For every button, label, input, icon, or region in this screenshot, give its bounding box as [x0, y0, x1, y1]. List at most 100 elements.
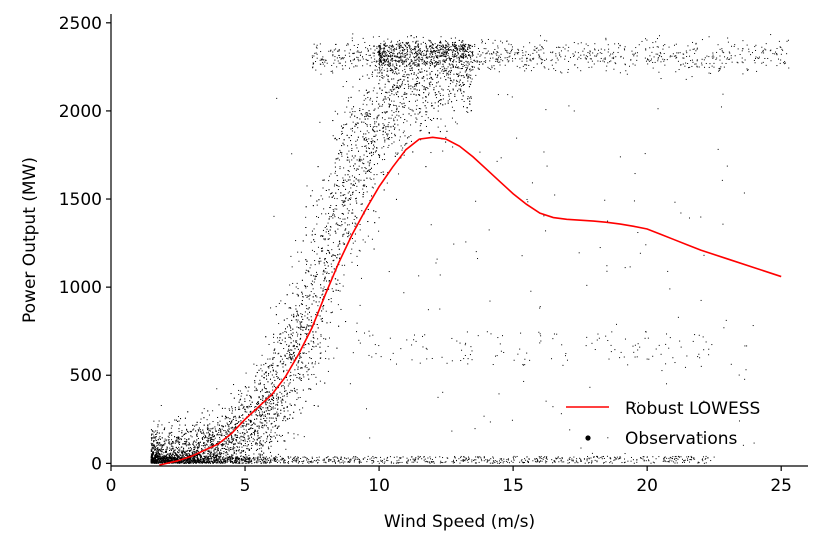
- observation-point: [254, 430, 256, 432]
- observation-point: [193, 452, 195, 454]
- observation-point: [366, 113, 368, 115]
- observation-point: [290, 359, 292, 361]
- observation-point: [317, 327, 319, 329]
- observation-point: [197, 442, 199, 444]
- observation-point: [256, 448, 258, 450]
- observation-point: [311, 321, 313, 323]
- observation-point: [351, 238, 353, 240]
- observation-point: [221, 458, 223, 460]
- observation-point: [409, 65, 411, 67]
- observation-point: [344, 204, 346, 206]
- observation-point: [161, 459, 163, 461]
- observation-point: [373, 109, 375, 111]
- observation-point: [242, 431, 244, 433]
- observation-point: [359, 78, 361, 80]
- observation-point: [210, 444, 212, 446]
- observation-point: [465, 53, 467, 55]
- observation-point: [178, 430, 180, 432]
- observation-point: [297, 288, 299, 290]
- observation-point: [391, 44, 393, 46]
- observation-point: [250, 442, 252, 444]
- observation-point: [283, 348, 285, 350]
- observation-point: [283, 382, 285, 384]
- observation-point: [403, 79, 405, 81]
- observation-point: [328, 358, 330, 360]
- observation-point: [214, 426, 216, 428]
- observation-point: [177, 454, 179, 456]
- observation-point: [296, 340, 298, 342]
- observation-point: [352, 209, 354, 211]
- observation-point: [209, 430, 211, 432]
- observation-point: [351, 130, 353, 132]
- observation-point: [297, 314, 299, 316]
- observation-point: [391, 110, 393, 112]
- observation-point: [152, 453, 154, 455]
- observation-point: [342, 132, 344, 134]
- observation-point: [300, 333, 302, 335]
- observation-point: [397, 60, 399, 62]
- observation-point: [212, 427, 214, 429]
- observation-point: [371, 186, 373, 188]
- observation-point: [220, 430, 222, 432]
- observation-point: [409, 62, 411, 64]
- observation-point: [316, 253, 318, 255]
- observation-point: [300, 313, 302, 315]
- observation-point: [187, 431, 189, 432]
- observation-point: [304, 333, 306, 335]
- observation-point: [383, 101, 385, 103]
- observation-point: [175, 454, 177, 456]
- observation-point: [384, 159, 386, 161]
- observation-point: [434, 65, 436, 67]
- observation-point: [151, 433, 153, 435]
- observation-point: [379, 155, 381, 157]
- observation-point: [454, 93, 456, 95]
- observation-point: [446, 72, 448, 74]
- observation-point: [176, 455, 178, 457]
- observation-point: [260, 443, 262, 445]
- observation-point: [291, 354, 293, 356]
- observation-point: [358, 179, 360, 181]
- observation-point: [361, 114, 363, 116]
- observation-point: [193, 447, 195, 449]
- observation-point: [170, 427, 172, 429]
- observation-point: [400, 117, 402, 119]
- observation-point: [256, 418, 258, 420]
- observation-point: [280, 378, 282, 380]
- observation-point: [167, 453, 169, 455]
- observation-point: [237, 421, 239, 423]
- observation-point: [323, 338, 325, 340]
- observation-point: [342, 184, 344, 186]
- observation-point: [290, 255, 292, 257]
- observation-point: [440, 45, 442, 47]
- observation-point: [284, 416, 286, 418]
- observation-point: [187, 461, 189, 463]
- observation-point: [442, 98, 444, 100]
- observation-point: [445, 45, 447, 47]
- observation-point: [265, 403, 267, 405]
- observation-point: [354, 163, 356, 165]
- observation-point: [459, 50, 461, 52]
- observation-point: [259, 455, 261, 457]
- observation-point: [325, 213, 327, 215]
- observation-point: [388, 91, 390, 93]
- observation-point: [402, 81, 404, 83]
- observation-point: [464, 49, 466, 51]
- observation-point: [299, 344, 301, 346]
- observation-point: [314, 260, 316, 262]
- observation-point: [358, 165, 360, 167]
- observation-point: [420, 123, 422, 125]
- observation-point: [266, 371, 267, 373]
- observation-point: [266, 417, 268, 419]
- observation-point: [442, 150, 444, 152]
- observation-point: [235, 434, 237, 436]
- observation-point: [234, 424, 236, 426]
- observation-point: [313, 373, 315, 375]
- observation-point: [216, 448, 218, 450]
- observation-point: [286, 318, 288, 320]
- observation-point: [215, 457, 217, 459]
- observation-point: [260, 406, 262, 408]
- observation-point: [446, 49, 448, 51]
- observation-point: [233, 444, 235, 446]
- observation-point: [342, 182, 344, 184]
- observation-point: [417, 72, 419, 74]
